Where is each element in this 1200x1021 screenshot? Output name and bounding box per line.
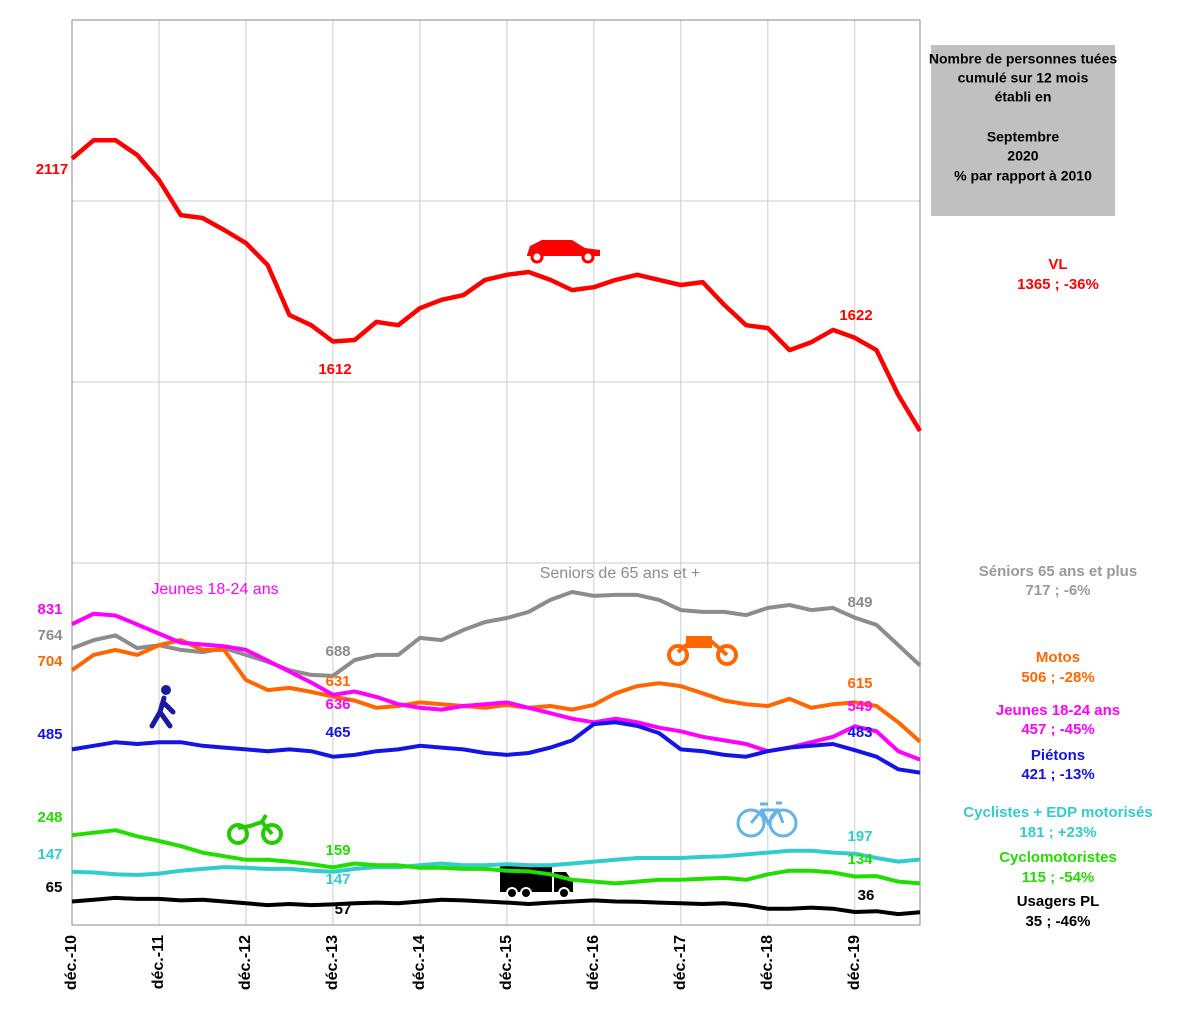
legend-summary: 115 ; -54% [1022, 869, 1095, 886]
x-tick-label: déc.-17 [672, 935, 689, 990]
box-text: Nombre de personnes tuées [929, 51, 1117, 67]
series-annotation: Seniors de 65 ans et + [540, 565, 701, 582]
moped-icon [227, 814, 283, 845]
legend-name: Séniors 65 ans et plus [979, 563, 1137, 580]
point-label: 159 [325, 842, 350, 859]
point-label: 197 [847, 828, 872, 845]
point-label: 615 [847, 675, 872, 692]
point-label: 831 [37, 601, 62, 618]
legend-summary: 1365 ; -36% [1017, 276, 1099, 293]
series-line [71, 590, 922, 678]
point-label: 465 [325, 724, 350, 741]
point-label: 1622 [839, 307, 872, 324]
x-tick-label: déc.-13 [324, 935, 341, 990]
point-label: 849 [847, 594, 872, 611]
legend-summary: 506 ; -28% [1021, 669, 1094, 686]
x-tick-label: déc.-12 [237, 935, 254, 990]
legend-name: Piétons [1031, 747, 1085, 764]
series-line [71, 828, 921, 886]
point-label: 57 [335, 901, 352, 918]
box-text: établi en [995, 89, 1052, 105]
point-label: 2117 [36, 161, 69, 178]
series-line [71, 611, 921, 762]
point-label: 485 [37, 726, 62, 743]
x-tick-label: déc.-16 [585, 935, 602, 990]
box-text: 2020 [1007, 148, 1038, 164]
pedestrian-icon [149, 685, 176, 729]
x-tick-label: déc.-15 [498, 935, 515, 990]
point-label: 483 [847, 724, 872, 741]
legend-name: Jeunes 18-24 ans [996, 702, 1120, 719]
box-text: Septembre [987, 129, 1060, 145]
series-line [71, 848, 921, 877]
x-tick-label: déc.-18 [759, 935, 776, 990]
legend-summary: 717 ; -6% [1025, 582, 1090, 599]
info-box [931, 45, 1115, 216]
plot-frame [71, 19, 921, 926]
point-label: 1612 [318, 361, 351, 378]
point-label: 134 [847, 851, 873, 868]
box-text: % par rapport à 2010 [954, 168, 1092, 184]
series-line [71, 720, 921, 775]
box-text: cumulé sur 12 mois [958, 70, 1089, 86]
car-icon [527, 240, 600, 264]
legend-name: VL [1048, 256, 1067, 273]
x-tick-label: déc.-19 [846, 935, 863, 990]
series-line [71, 895, 921, 917]
point-label: 704 [37, 653, 63, 670]
point-label: 764 [37, 627, 63, 644]
legend-summary: 457 ; -45% [1021, 721, 1094, 738]
point-label: 631 [325, 673, 350, 690]
legend-summary: 35 ; -46% [1025, 913, 1090, 930]
legend-summary: 421 ; -13% [1021, 766, 1094, 783]
point-label: 636 [325, 696, 350, 713]
moto-icon [667, 636, 738, 666]
x-tick-label: déc.-11 [150, 935, 167, 989]
point-label: 549 [847, 698, 872, 715]
legend-name: Cyclomotoristes [999, 849, 1117, 866]
x-tick-label: déc.-14 [411, 935, 428, 990]
legend-name: Motos [1036, 649, 1080, 666]
legend-name: Cyclistes + EDP motorisés [963, 804, 1152, 821]
point-label: 688 [325, 643, 350, 660]
legend-name: Usagers PL [1017, 893, 1100, 910]
legend-summary: 181 ; +23% [1019, 824, 1096, 841]
series-line [70, 137, 922, 433]
point-label: 36 [858, 887, 875, 904]
point-label: 65 [46, 879, 63, 896]
point-label: 147 [37, 846, 62, 863]
series-annotation: Jeunes 18-24 ans [151, 581, 278, 598]
series-line [70, 638, 922, 744]
x-tick-label: déc.-10 [63, 935, 80, 990]
bike-icon [736, 801, 798, 838]
point-label: 147 [325, 871, 350, 888]
point-label: 248 [37, 809, 62, 826]
